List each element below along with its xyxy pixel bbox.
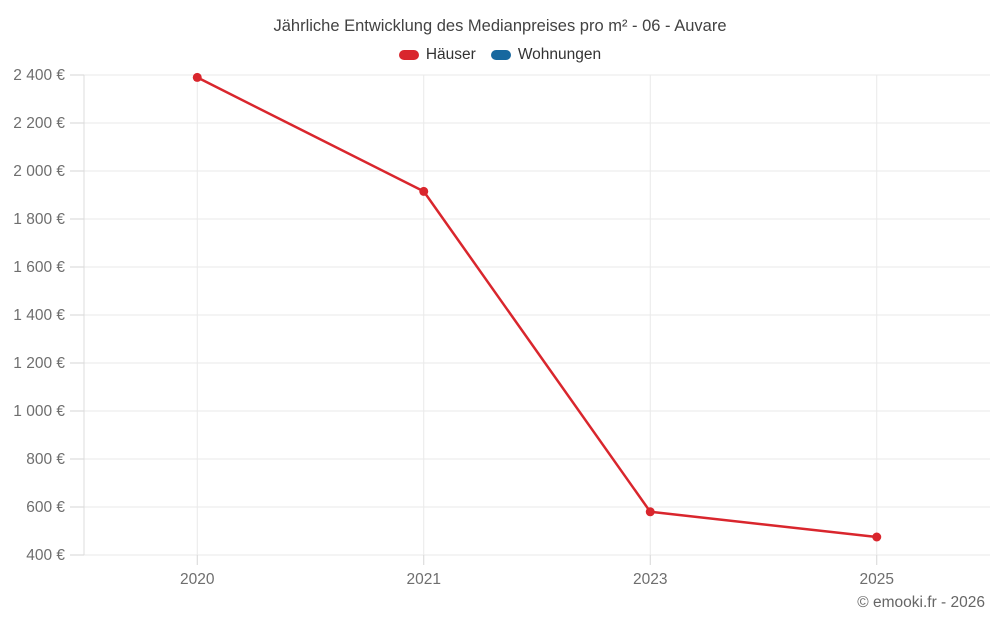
y-axis-label: 1 000 € xyxy=(13,403,65,420)
legend-item-haeuser[interactable]: Häuser xyxy=(398,46,476,64)
y-axis-label: 400 € xyxy=(26,547,65,564)
y-axis-label: 2 000 € xyxy=(13,163,65,180)
x-axis-label: 2025 xyxy=(860,571,894,588)
chart-title: Jährliche Entwicklung des Medianpreises … xyxy=(273,17,727,35)
x-axis-label: 2020 xyxy=(180,571,215,588)
legend-label-wohnungen: Wohnungen xyxy=(517,46,602,63)
y-axis-label: 600 € xyxy=(26,499,65,516)
x-axis-label: 2023 xyxy=(633,571,667,588)
series-line-häuser xyxy=(196,76,878,539)
data-point[interactable] xyxy=(872,532,882,542)
data-point[interactable] xyxy=(645,507,655,517)
legend-label-haeuser: Häuser xyxy=(425,46,476,63)
y-axis-label: 1 800 € xyxy=(13,211,65,228)
legend-swatch-wohnungen-icon xyxy=(490,50,511,60)
legend-item-wohnungen[interactable]: Wohnungen xyxy=(490,46,602,64)
legend: Häuser Wohnungen xyxy=(0,46,1000,64)
data-point[interactable] xyxy=(419,186,429,196)
y-axis-label: 1 200 € xyxy=(13,355,65,372)
y-axis-label: 1 400 € xyxy=(13,307,65,324)
x-axis-label: 2021 xyxy=(407,571,441,588)
y-axis-label: 2 400 € xyxy=(13,67,65,84)
legend-swatch-haeuser-icon xyxy=(398,50,419,60)
y-axis-label: 1 600 € xyxy=(13,259,65,276)
y-axis-label: 2 200 € xyxy=(13,115,65,132)
y-axis-label: 800 € xyxy=(26,451,65,468)
attribution-text: © emooki.fr - 2026 xyxy=(857,594,985,611)
data-point[interactable] xyxy=(192,72,202,82)
